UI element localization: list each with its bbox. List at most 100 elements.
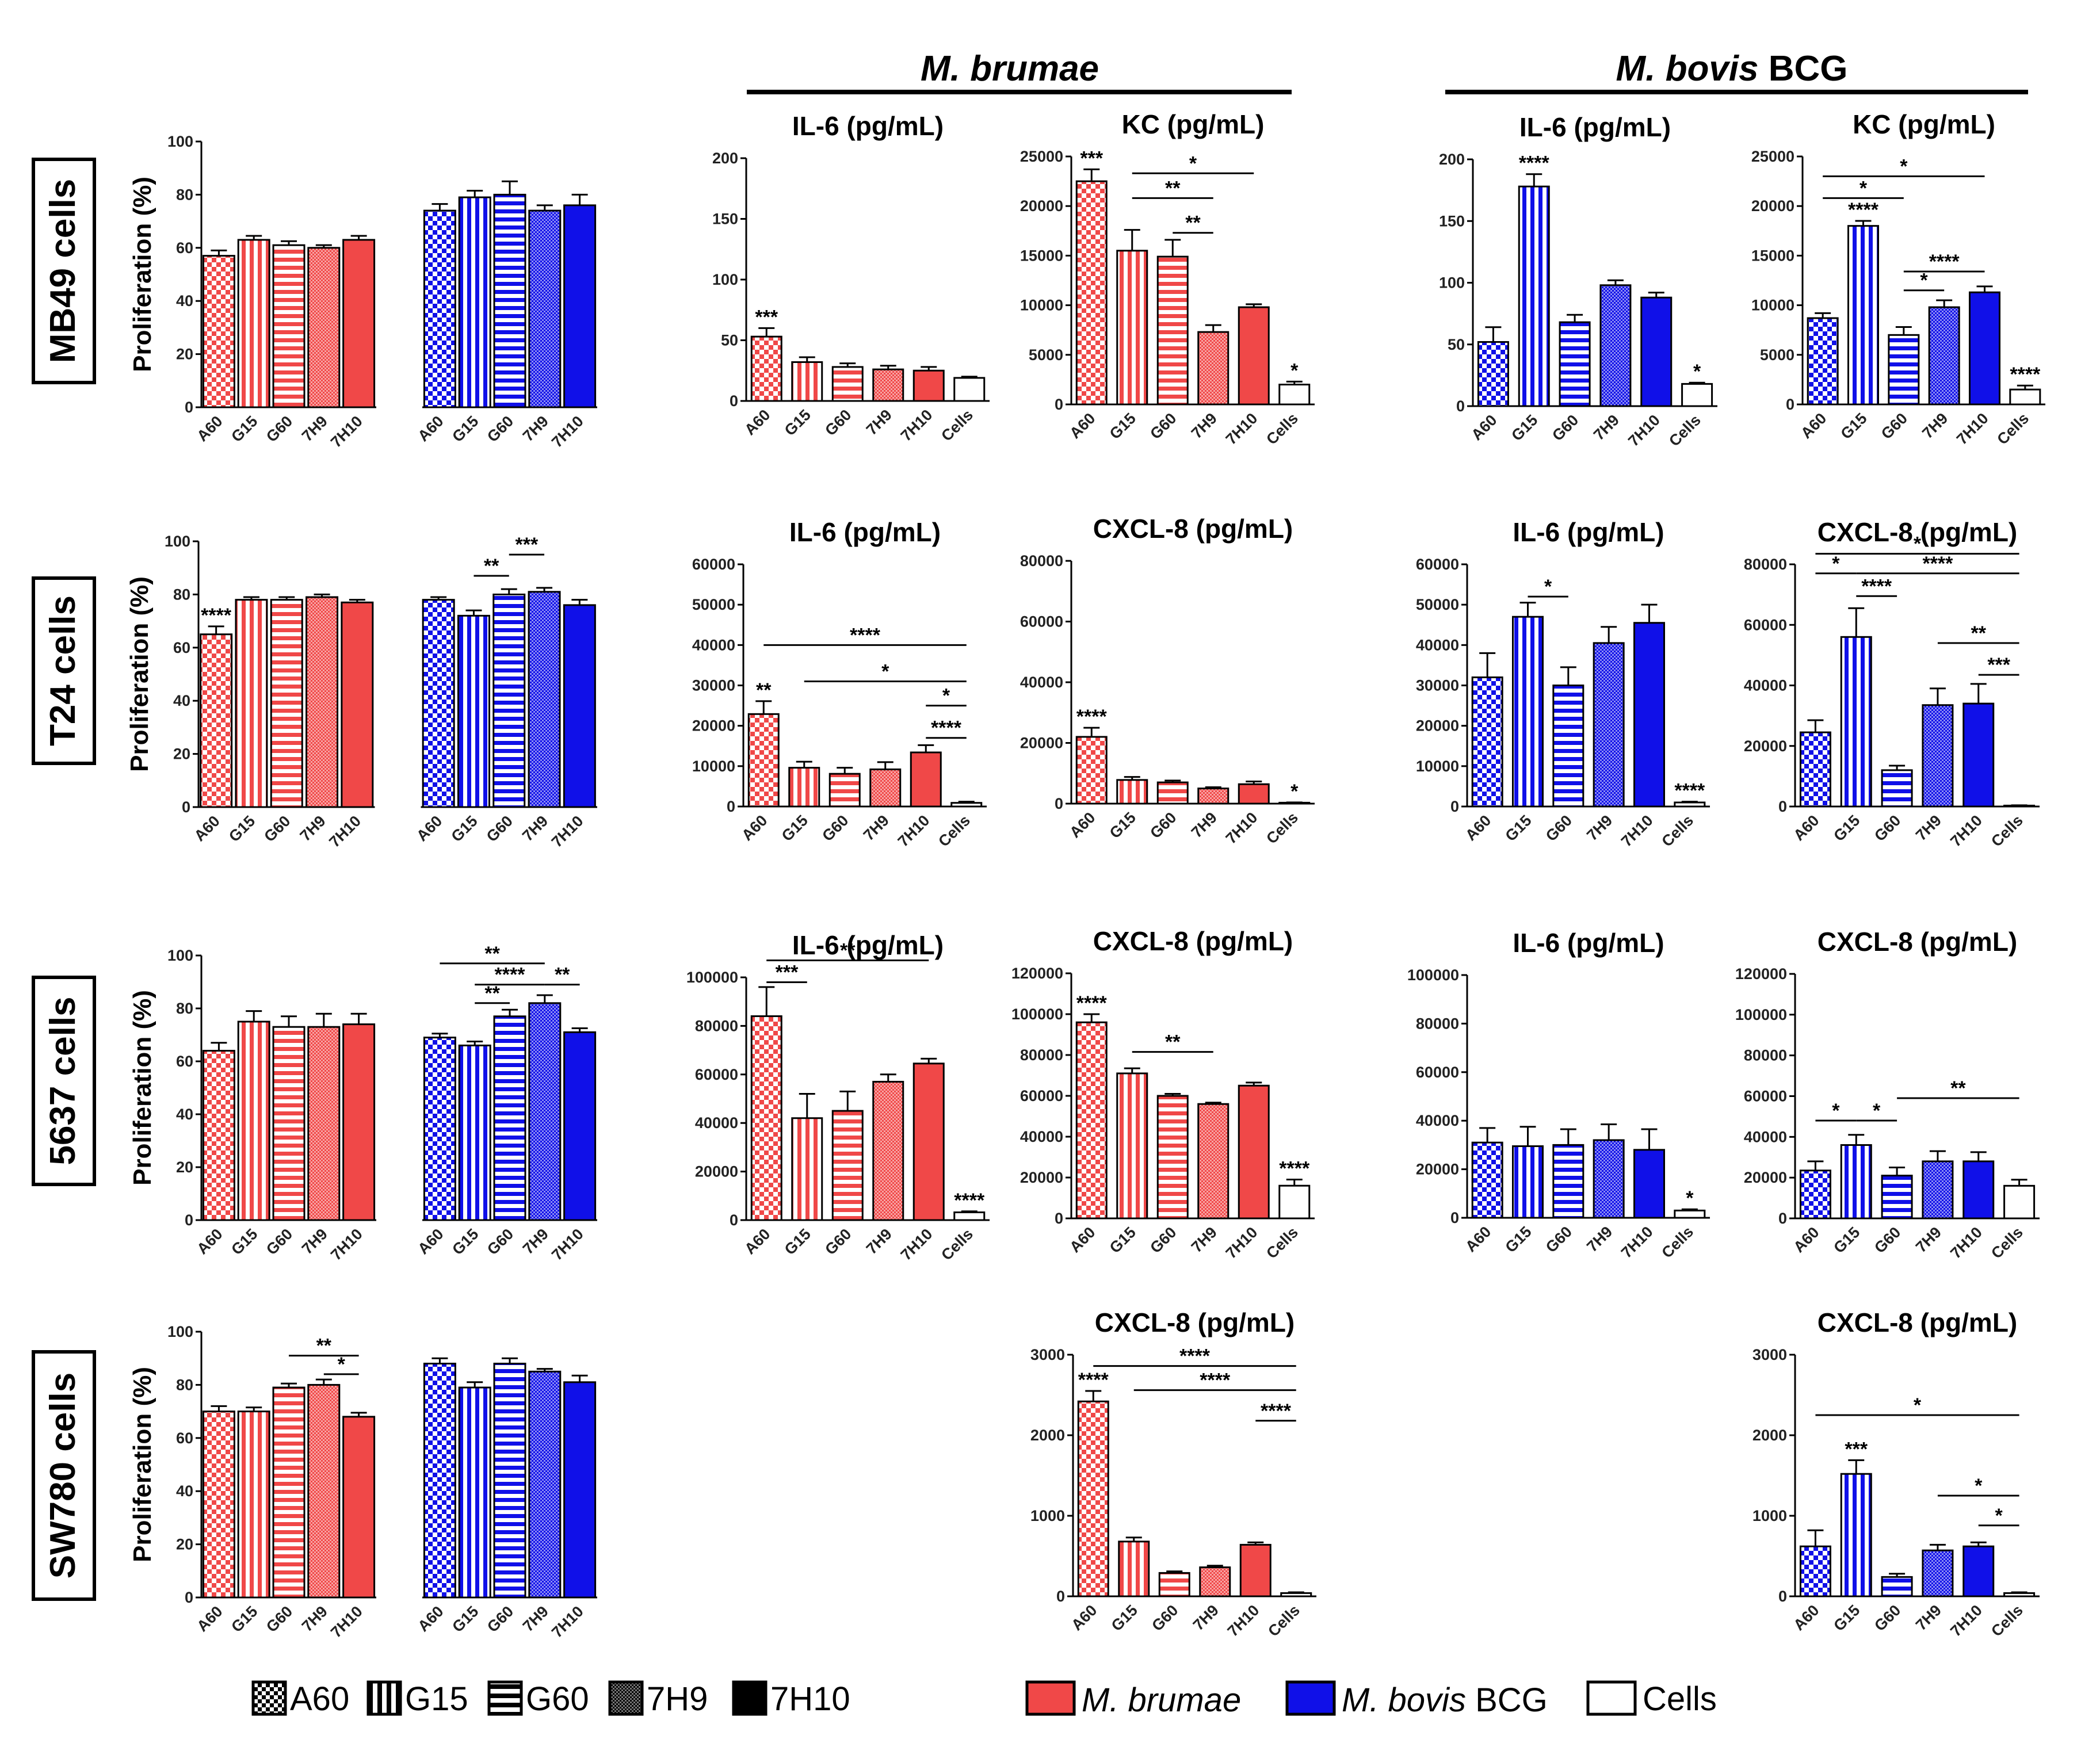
significance-label: ** (316, 1335, 332, 1357)
y-tick-label: 100000 (1407, 966, 1459, 984)
significance-label: ** (1971, 622, 1987, 644)
y-tick-label: 60000 (1744, 1088, 1787, 1105)
x-tick-label: Cells (1263, 1224, 1301, 1262)
bar (1158, 1572, 1190, 1597)
header-bcg-text: M. bovis BCG (1616, 49, 1847, 89)
significance-label: **** (1922, 553, 1953, 575)
y-tick-label: 0 (1056, 1588, 1065, 1605)
chart-title: CXCL-8 (pg/mL) (1818, 1308, 2018, 1337)
bar (1238, 306, 1270, 406)
bar (2009, 388, 2041, 406)
y-tick-label: 60000 (695, 1066, 738, 1083)
x-tick-label: G15 (1502, 812, 1534, 844)
header-bcg: M. bovis BCG (1445, 49, 2028, 94)
x-tick-label: Cells (938, 1225, 976, 1264)
y-axis-label: Proliferation (%) (125, 576, 154, 772)
y-tick-label: 50 (1448, 336, 1465, 353)
x-tick-label: 7H10 (1947, 1224, 1986, 1262)
bar (493, 193, 526, 408)
x-tick-label: G15 (1106, 809, 1139, 842)
significance-label: **** (1179, 1346, 1211, 1367)
bar (1116, 779, 1148, 805)
legend-pattern-g60: G60 (487, 1680, 589, 1718)
y-tick-label: 80000 (695, 1017, 738, 1034)
significance-label: * (1544, 576, 1552, 598)
y-tick-label: 100000 (1011, 1006, 1063, 1023)
y-tick-label: 60 (176, 239, 193, 257)
x-tick-label: G60 (484, 412, 517, 445)
bar (272, 244, 306, 408)
x-tick-label: G15 (1108, 1601, 1141, 1634)
x-tick-label: 7H9 (1188, 410, 1220, 442)
bar (1518, 185, 1550, 407)
y-tick-label: 20000 (1416, 717, 1459, 735)
bar (750, 335, 782, 402)
legend-color-bcg: M. bovis BCG (1285, 1680, 1548, 1719)
y-tick-label: 150 (712, 211, 738, 228)
legend-swatch-g15 (366, 1680, 402, 1716)
significance-label: ** (484, 983, 500, 1004)
y-tick-label: 20 (176, 1536, 193, 1553)
significance-label: **** (850, 624, 881, 646)
bar (237, 239, 270, 408)
bar (1969, 291, 2000, 406)
y-tick-label: 2000 (1752, 1427, 1787, 1444)
y-tick-label: 3000 (1752, 1346, 1787, 1363)
bar (272, 1386, 306, 1599)
chart-mb49-bcg-kc: KC (pg/mL) 0 5000 10000 15000 20000 25000 A60 G1… (1751, 109, 2045, 448)
bar (1674, 801, 1706, 808)
y-tick-label: 1000 (1752, 1507, 1787, 1524)
x-tick-label: G60 (822, 1225, 854, 1258)
x-tick-label: A60 (738, 812, 770, 844)
significance-label: **** (2010, 364, 2041, 385)
x-tick-label: 7H9 (520, 1225, 552, 1257)
x-tick-label: G60 (483, 812, 516, 845)
significance-label: **** (1261, 1400, 1292, 1422)
legend-label-g60: G60 (526, 1680, 589, 1718)
y-tick-label: 40000 (1020, 674, 1063, 691)
y-axis-label: Proliferation (%) (128, 1367, 156, 1562)
x-tick-label: 7H10 (327, 1603, 366, 1641)
significance-label: **** (1279, 1158, 1310, 1180)
significance-label: * (1873, 1100, 1881, 1122)
y-tick-label: 60000 (1416, 1064, 1459, 1081)
significance-label: * (338, 1354, 346, 1375)
bar (831, 1110, 864, 1221)
y-tick-label: 0 (185, 1589, 193, 1606)
bar (1962, 1160, 1995, 1220)
x-tick-label: A60 (1462, 1223, 1494, 1255)
y-tick-label: 0 (730, 392, 738, 410)
significance-label: ** (840, 939, 856, 961)
y-tick-label: 10000 (1020, 297, 1063, 314)
x-tick-label: G15 (1830, 1224, 1863, 1256)
y-tick-label: 20000 (1416, 1161, 1459, 1178)
legend-label-bcg-italic: M. bovis (1342, 1681, 1466, 1719)
significance-label: ** (756, 679, 772, 701)
bar (563, 1031, 597, 1221)
y-tick-label: 40 (173, 692, 190, 709)
y-tick-label: 20000 (1751, 197, 1794, 215)
x-tick-label: A60 (1790, 1601, 1822, 1634)
chart-title: CXCL-8 (pg/mL) (1818, 517, 2018, 547)
y-tick-label: 25000 (1020, 148, 1063, 165)
x-tick-label: 7H9 (1188, 1224, 1220, 1256)
bar (1593, 642, 1625, 808)
significance-label: * (1975, 1475, 1983, 1497)
y-tick-label: 50 (721, 332, 738, 349)
chart-5637-bcg-il6: IL-6 (pg/mL) 0 20000 40000 60000 80000 100000 A… (1407, 928, 1710, 1262)
significance-label: **** (495, 964, 526, 986)
x-tick-label: 7H10 (895, 812, 933, 850)
x-tick-label: G15 (449, 412, 482, 445)
y-tick-label: 30000 (692, 677, 735, 694)
x-tick-label: G60 (263, 1603, 296, 1635)
x-tick-label: 7H9 (520, 412, 552, 445)
y-tick-label: 5000 (1760, 346, 1794, 364)
y-tick-label: 60 (173, 639, 190, 656)
significance-label: * (1290, 781, 1299, 802)
y-tick-label: 40000 (1416, 1112, 1459, 1129)
legend-swatch-a60 (251, 1680, 287, 1716)
bar (1888, 334, 1920, 406)
y-tick-label: 40 (176, 1482, 193, 1500)
x-tick-label: 7H9 (1912, 812, 1945, 844)
